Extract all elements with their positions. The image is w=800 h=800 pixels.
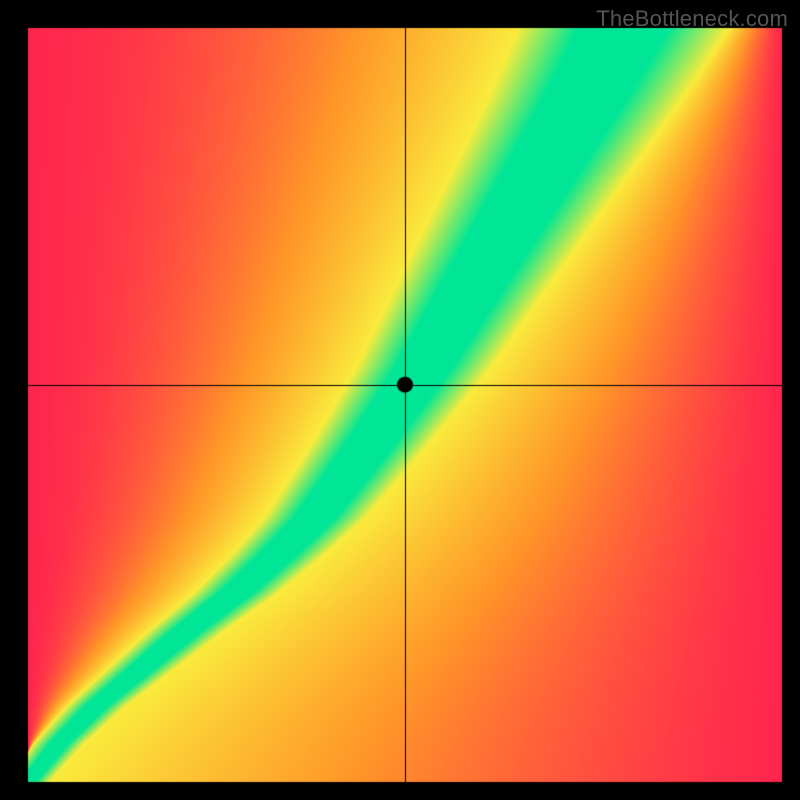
watermark-text: TheBottleneck.com bbox=[596, 6, 788, 32]
bottleneck-heatmap bbox=[0, 0, 800, 800]
